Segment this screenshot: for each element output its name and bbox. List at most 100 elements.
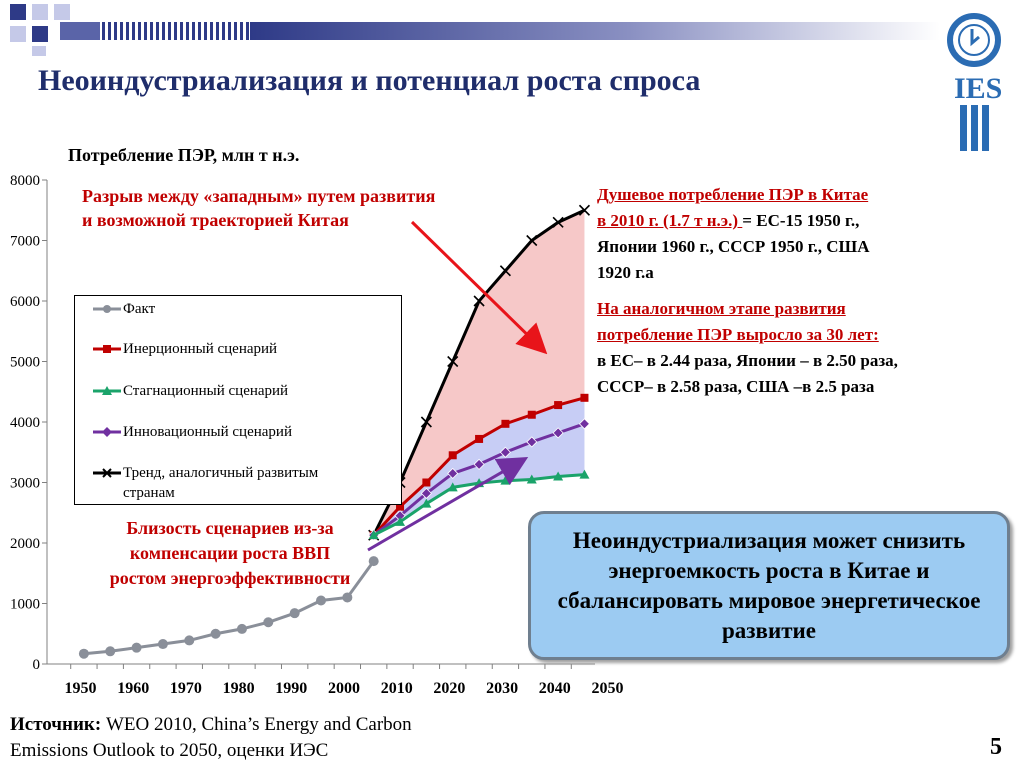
data-point-trend	[473, 295, 485, 307]
x-tick-label: 1960	[117, 680, 149, 697]
x-tick-label: 2010	[381, 680, 413, 697]
data-point-fact	[78, 648, 89, 659]
chart-y-title: Потребление ПЭР, млн т н.э.	[68, 145, 300, 165]
data-point-fact	[184, 635, 195, 646]
y-tick-label: 1000	[10, 597, 40, 613]
data-point-fact	[316, 595, 326, 606]
note-line: На аналогичном этапе развития	[597, 299, 846, 318]
data-point-stagnation	[421, 498, 432, 508]
deco-bar	[60, 22, 100, 40]
data-point-innovation	[526, 436, 538, 448]
growth-note: На аналогичном этапе развития потреблени…	[597, 296, 898, 400]
note-line: в 2010 г. (1.7 т н.э.)	[597, 211, 743, 230]
legend-label: странам	[123, 485, 175, 501]
data-point-trend	[552, 216, 564, 228]
data-point-fact	[157, 639, 168, 650]
y-tick-label: 3000	[10, 476, 40, 492]
data-point-trend	[447, 355, 459, 368]
y-tick-label: 4000	[10, 415, 40, 431]
data-point-fact	[105, 646, 116, 657]
data-point-trend	[499, 265, 511, 277]
y-tick-label: 5000	[10, 355, 40, 371]
x-tick-label: 1950	[65, 680, 97, 697]
legend-label: Инерционный сценарий	[123, 341, 278, 357]
x-tick-label: 2030	[486, 680, 518, 697]
data-point-innovation	[420, 487, 432, 499]
deco-square	[10, 26, 26, 42]
source-text: WEO 2010, China’s Energy and Carbon	[101, 714, 412, 735]
clock-circle-icon	[947, 13, 1001, 67]
legend-label: Стагнационный сценарий	[123, 383, 289, 399]
legend-label: Тренд, аналогичный развитым	[123, 465, 319, 481]
gap-annotation: Разрыв между «западным» путем развития и…	[82, 184, 435, 232]
note-line: = ЕС-15 1950 г.,	[742, 211, 860, 230]
data-point-fact	[289, 608, 300, 619]
data-point-inertial	[554, 401, 563, 410]
callout-text: Неоиндустриализация может снизить энерго…	[557, 527, 981, 643]
data-point-stagnation	[395, 516, 406, 526]
data-point-innovation	[447, 467, 459, 479]
series-fact	[78, 556, 379, 659]
source-text: Emissions Outlook to 2050, оценки ИЭС	[10, 740, 329, 761]
data-point-fact	[210, 628, 221, 639]
data-point-inertial	[475, 434, 484, 443]
ies-logo: IES	[947, 13, 1002, 151]
data-point-fact	[342, 592, 353, 603]
deco-square	[54, 4, 70, 20]
deco-square	[32, 26, 48, 42]
data-point-inertial	[396, 502, 405, 511]
data-point-inertial	[422, 478, 431, 487]
page-number: 5	[990, 734, 1002, 760]
annotation-line: Разрыв между «западным» путем развития	[82, 186, 436, 206]
data-point-inertial	[580, 393, 589, 402]
data-point-stagnation	[368, 530, 379, 540]
note-line: СССР– в 2.58 раза, США –в 2.5 раза	[597, 377, 875, 396]
closeness-annotation: Близость сценариев из-за компенсации рос…	[72, 516, 388, 591]
data-point-inertial	[501, 419, 510, 428]
annotation-line: и возможной траекторией Китая	[82, 210, 349, 230]
data-point-innovation	[473, 458, 485, 470]
data-point-stagnation	[447, 482, 458, 492]
y-tick-label: 2000	[10, 536, 40, 552]
data-point-fact	[263, 617, 274, 628]
deco-gradient-bar	[250, 22, 940, 40]
deco-square	[10, 4, 26, 20]
data-point-trend	[578, 204, 591, 216]
deco-square	[32, 46, 46, 56]
x-tick-label: 1970	[170, 680, 202, 697]
conclusion-callout: Неоиндустриализация может снизить энерго…	[528, 511, 1010, 660]
x-tick-label: 2000	[328, 680, 360, 697]
data-point-stagnation	[553, 471, 564, 481]
source-label: Источник:	[10, 714, 102, 735]
data-point-fact	[236, 623, 247, 634]
x-tick-label: 2040	[539, 680, 571, 697]
y-tick-label: 6000	[10, 294, 40, 310]
data-point-innovation	[578, 418, 591, 430]
chart-legend: Факт Инерционный сценарий Стагнационный …	[74, 295, 402, 505]
note-line: 1920 г.а	[597, 263, 654, 282]
legend-label: Факт	[123, 301, 156, 317]
note-line: Японии 1960 г., СССР 1950 г., США	[597, 237, 870, 256]
deco-square	[32, 4, 48, 20]
y-tick-label: 0	[33, 657, 41, 673]
y-tick-label: 7000	[10, 234, 40, 250]
source-note: Источник: WEO 2010, China’s Energy and C…	[10, 712, 412, 764]
x-tick-label: 2020	[433, 680, 465, 697]
note-line: в ЕС– в 2.44 раза, Японии – в 2.50 раза,	[597, 351, 898, 370]
data-point-trend	[526, 234, 538, 247]
data-point-stagnation	[579, 469, 590, 479]
gap-area	[373, 210, 585, 536]
annotation-line: компенсации роста ВВП	[129, 543, 331, 563]
annotation-line: ростом энергоэффективности	[109, 568, 351, 588]
data-point-inertial	[448, 451, 457, 460]
data-point-trend	[420, 416, 432, 428]
data-point-innovation	[552, 427, 564, 439]
x-tick-label: 1990	[275, 680, 307, 697]
data-point-fact	[368, 556, 379, 567]
logo-text: IES	[954, 72, 1002, 105]
legend-label: Инновационный сценарий	[123, 424, 292, 440]
slide-title: Неоиндустриализация и потенциал роста сп…	[38, 64, 701, 97]
scenario-arrow	[367, 456, 529, 552]
x-tick-label: 2050	[591, 680, 623, 697]
